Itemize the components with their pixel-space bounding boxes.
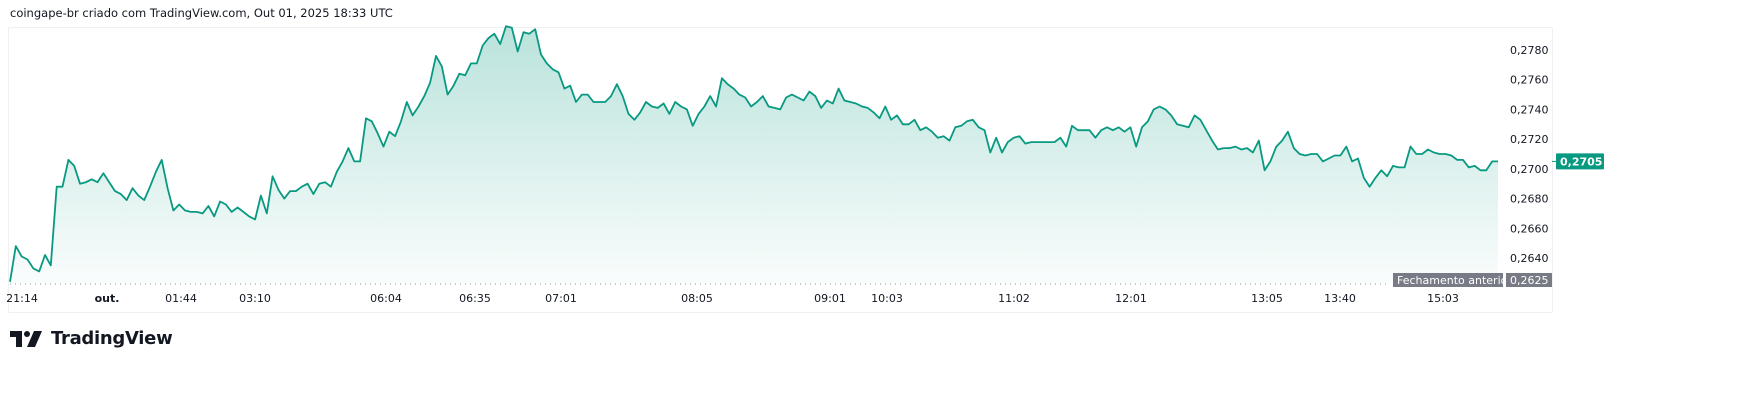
price-tick-label: 0,2740 — [1510, 103, 1549, 116]
last-price-value: 0,2705 — [1560, 155, 1602, 168]
price-axis[interactable]: 0,2640 0,2660 0,2680 0,2700 0,2720 0,2740 0,27… — [1510, 44, 1549, 265]
previous-close-caption: Fechamento anterior — [1397, 274, 1512, 287]
price-tick-label: 0,2640 — [1510, 252, 1549, 265]
price-tick-label: 0,2700 — [1510, 163, 1549, 176]
time-tick-label: out. — [95, 292, 120, 305]
time-tick-label: 09:01 — [814, 292, 846, 305]
time-tick-label: 11:02 — [998, 292, 1030, 305]
time-tick-label: 13:05 — [1251, 292, 1283, 305]
price-tick-label: 0,2780 — [1510, 44, 1549, 57]
price-area-fill — [10, 26, 1498, 284]
time-tick-label: 06:04 — [370, 292, 402, 305]
tradingview-logo-text: TradingView — [51, 328, 173, 349]
time-tick-label: 06:35 — [459, 292, 491, 305]
chart-title: coingape-br criado com TradingView.com, … — [10, 6, 393, 20]
price-tick-label: 0,2660 — [1510, 222, 1549, 235]
time-tick-label: 03:10 — [239, 292, 271, 305]
tradingview-logo-icon — [10, 330, 42, 347]
previous-close-label: Fechamento anterior 0,2625 — [1393, 273, 1552, 287]
price-tick-label: 0,2680 — [1510, 193, 1549, 206]
time-tick-label: 13:40 — [1324, 292, 1356, 305]
time-tick-label: 15:03 — [1427, 292, 1459, 305]
tradingview-logo[interactable]: TradingView — [10, 328, 173, 349]
time-axis[interactable]: 21:14 out. 01:44 03:10 06:04 06:35 07:01 08:05 0… — [6, 292, 1459, 305]
time-tick-label: 07:01 — [545, 292, 577, 305]
time-tick-label: 08:05 — [681, 292, 713, 305]
price-tick-label: 0,2720 — [1510, 133, 1549, 146]
time-tick-label: 10:03 — [871, 292, 903, 305]
time-tick-label: 12:01 — [1115, 292, 1147, 305]
chart-frame — [8, 27, 1553, 313]
price-tick-label: 0,2760 — [1510, 74, 1549, 87]
time-tick-label: 01:44 — [165, 292, 197, 305]
last-price-label: 0,2705 — [1556, 153, 1604, 170]
previous-close-value: 0,2625 — [1510, 274, 1549, 287]
time-tick-label: 21:14 — [6, 292, 38, 305]
price-line — [9, 25, 1498, 282]
